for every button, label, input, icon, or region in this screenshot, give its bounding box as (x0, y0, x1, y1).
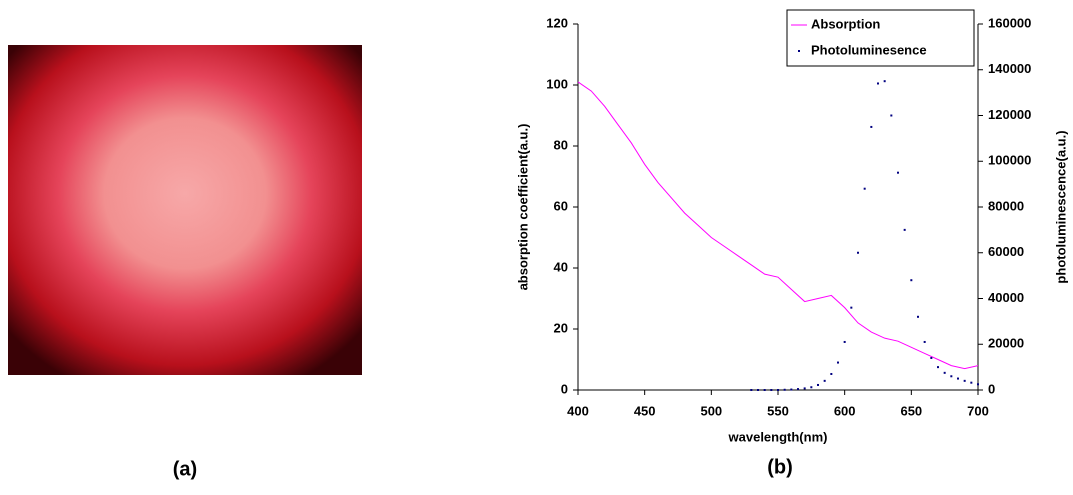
data-point (757, 389, 759, 391)
data-line (577, 81, 979, 370)
data-point (863, 187, 866, 190)
data-point (850, 306, 853, 309)
x-tick-label: 600 (834, 403, 856, 418)
data-point (790, 388, 793, 391)
y2-tick-label: 140000 (988, 61, 1031, 76)
x-tick-label: 500 (700, 403, 722, 418)
legend-label: Photoluminesence (811, 42, 927, 57)
data-point (923, 340, 926, 343)
legend-box (786, 9, 975, 67)
x-tick-label: 700 (967, 403, 989, 418)
y2-tick-label: 0 (988, 381, 995, 396)
caption: (b) (767, 456, 793, 478)
data-point (857, 251, 859, 254)
data-point (883, 80, 886, 83)
y-tick-label: 0 (561, 381, 568, 396)
y-tick-label: 20 (554, 320, 568, 335)
y-tick-label: 40 (554, 259, 568, 274)
y-tick-label: 60 (554, 198, 568, 213)
data-point (937, 366, 939, 369)
y-tick-label: 120 (546, 15, 568, 30)
data-point (810, 386, 813, 389)
y2-tick-label: 80000 (988, 198, 1024, 213)
data-point (797, 388, 799, 391)
y-tick-label: 80 (554, 137, 568, 152)
data-point (930, 356, 933, 359)
data-point (910, 279, 913, 282)
data-point (970, 381, 973, 384)
legend-swatch (798, 50, 800, 52)
data-point (870, 125, 873, 128)
data-point (823, 379, 826, 382)
y2-tick-label: 120000 (988, 107, 1031, 122)
data-point (890, 114, 893, 117)
x-tick-label: 550 (767, 403, 789, 418)
y2-tick-label: 40000 (988, 290, 1024, 305)
data-point (817, 383, 819, 386)
data-point (903, 228, 906, 231)
data-point (777, 389, 779, 391)
data-point (877, 82, 879, 85)
data-point (803, 387, 806, 390)
data-point (843, 340, 846, 343)
data-point (763, 389, 766, 391)
x-tick-label: 400 (567, 403, 589, 418)
photo (8, 45, 362, 375)
data-point (770, 389, 773, 391)
y2-tick-label: 20000 (988, 336, 1024, 351)
legend-label: Absorption (811, 16, 880, 31)
data-point (783, 388, 786, 391)
y2-axis-title: photoluminescence(a.u.) (1053, 130, 1068, 283)
data-point (943, 371, 946, 374)
data-point (957, 377, 959, 380)
y-axis-title: absorption coefficient(a.u.) (515, 124, 530, 291)
data-point (950, 375, 953, 378)
y2-tick-label: 160000 (988, 15, 1031, 30)
data-point (963, 379, 966, 382)
data-point (750, 389, 753, 391)
x-tick-label: 450 (634, 403, 656, 418)
data-point (977, 383, 979, 386)
y-tick-label: 100 (546, 76, 568, 91)
caption: (a) (173, 458, 197, 480)
x-tick-label: 650 (900, 403, 922, 418)
data-point (837, 361, 839, 364)
data-point (917, 315, 919, 318)
data-point (897, 171, 899, 174)
x-axis-title: wavelength(nm) (728, 429, 828, 444)
data-point (830, 372, 833, 375)
y2-tick-label: 60000 (988, 244, 1024, 259)
y2-tick-label: 100000 (988, 153, 1031, 168)
